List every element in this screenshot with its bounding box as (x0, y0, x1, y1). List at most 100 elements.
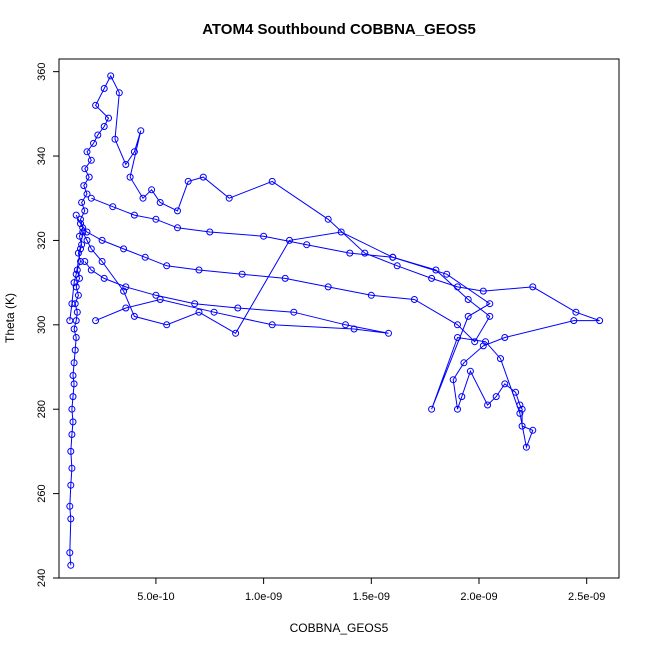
data-point (67, 481, 75, 489)
data-point (518, 405, 526, 413)
data-point (479, 287, 487, 295)
data-point (69, 418, 77, 426)
data-point (522, 443, 530, 451)
data-point (69, 372, 77, 379)
data-point (466, 367, 474, 375)
data-point (324, 215, 332, 223)
x-tick-label: 2.0e-09 (460, 591, 497, 603)
data-point (290, 308, 298, 316)
data-point (281, 274, 289, 282)
data-point (152, 291, 160, 299)
data-series (66, 72, 604, 569)
data-point (454, 405, 461, 413)
x-tick-label: 1.0e-09 (245, 591, 282, 603)
data-point (137, 127, 145, 135)
data-point (337, 228, 345, 236)
data-point (486, 312, 494, 320)
data-point (141, 253, 149, 261)
data-point (71, 300, 79, 308)
data-point (497, 355, 504, 363)
data-point (76, 274, 83, 282)
data-point (501, 334, 509, 341)
data-point (120, 245, 128, 253)
data-point (210, 308, 218, 316)
data-point (74, 249, 82, 257)
data-point (232, 329, 240, 337)
series-1 (66, 72, 604, 569)
y-axis-label: Theta (K) (3, 293, 17, 343)
data-point (77, 220, 84, 228)
data-point (572, 308, 580, 316)
data-point (68, 405, 76, 413)
data-point (350, 325, 358, 333)
data-point (152, 215, 160, 223)
data-point (100, 85, 108, 92)
data-point (71, 346, 79, 354)
data-point (130, 211, 138, 219)
data-point (191, 300, 199, 308)
x-tick-label: 5.0e-10 (137, 591, 174, 603)
data-point (432, 266, 440, 274)
data-point (122, 304, 130, 312)
data-point (79, 228, 87, 236)
data-point (67, 561, 75, 569)
data-point (512, 388, 520, 396)
data-point (460, 359, 468, 367)
data-point (66, 317, 74, 325)
data-point (570, 317, 578, 325)
data-point (454, 334, 461, 341)
data-point (69, 393, 77, 401)
data-point (72, 334, 80, 341)
data-point (454, 321, 461, 329)
data-point (268, 321, 276, 329)
data-point (109, 203, 117, 211)
data-point (98, 236, 106, 244)
plot-frame (58, 58, 620, 579)
data-point (361, 249, 369, 257)
data-point (92, 101, 100, 109)
data-point (156, 296, 164, 303)
data-point (486, 300, 494, 308)
data-point (122, 161, 130, 168)
data-point (70, 325, 78, 333)
data-point (484, 401, 492, 409)
data-point (77, 258, 84, 265)
y-tick-label: 280 (36, 400, 48, 418)
data-point (234, 304, 242, 312)
data-point (458, 393, 466, 401)
data-point (428, 274, 436, 282)
y-tick-label: 240 (36, 569, 48, 587)
data-point (83, 228, 91, 236)
series-line (75, 197, 491, 343)
data-point (77, 215, 84, 223)
data-point (74, 291, 82, 299)
y-tick-label: 260 (36, 484, 48, 502)
data-point (367, 291, 375, 299)
data-point (87, 194, 95, 202)
series-line (84, 261, 389, 334)
data-point (67, 515, 75, 523)
y-tick-label: 300 (36, 316, 48, 334)
data-point (464, 296, 472, 303)
data-point (482, 338, 489, 346)
data-point (130, 148, 138, 156)
data-point (518, 422, 526, 430)
data-point (73, 266, 81, 274)
y-tick-label: 340 (36, 147, 48, 165)
data-point (303, 241, 311, 249)
data-point (184, 177, 192, 185)
data-point (67, 447, 75, 455)
data-point (94, 131, 102, 139)
data-point (70, 279, 78, 287)
data-point (72, 211, 80, 219)
data-point (385, 329, 392, 337)
data-point (120, 287, 128, 295)
data-point (529, 426, 537, 434)
data-point (516, 401, 524, 409)
x-axis-label: COBBNA_GEOS5 (290, 621, 389, 635)
data-point (324, 283, 332, 291)
data-point (81, 165, 89, 173)
data-point (68, 300, 76, 308)
data-point (83, 190, 91, 198)
